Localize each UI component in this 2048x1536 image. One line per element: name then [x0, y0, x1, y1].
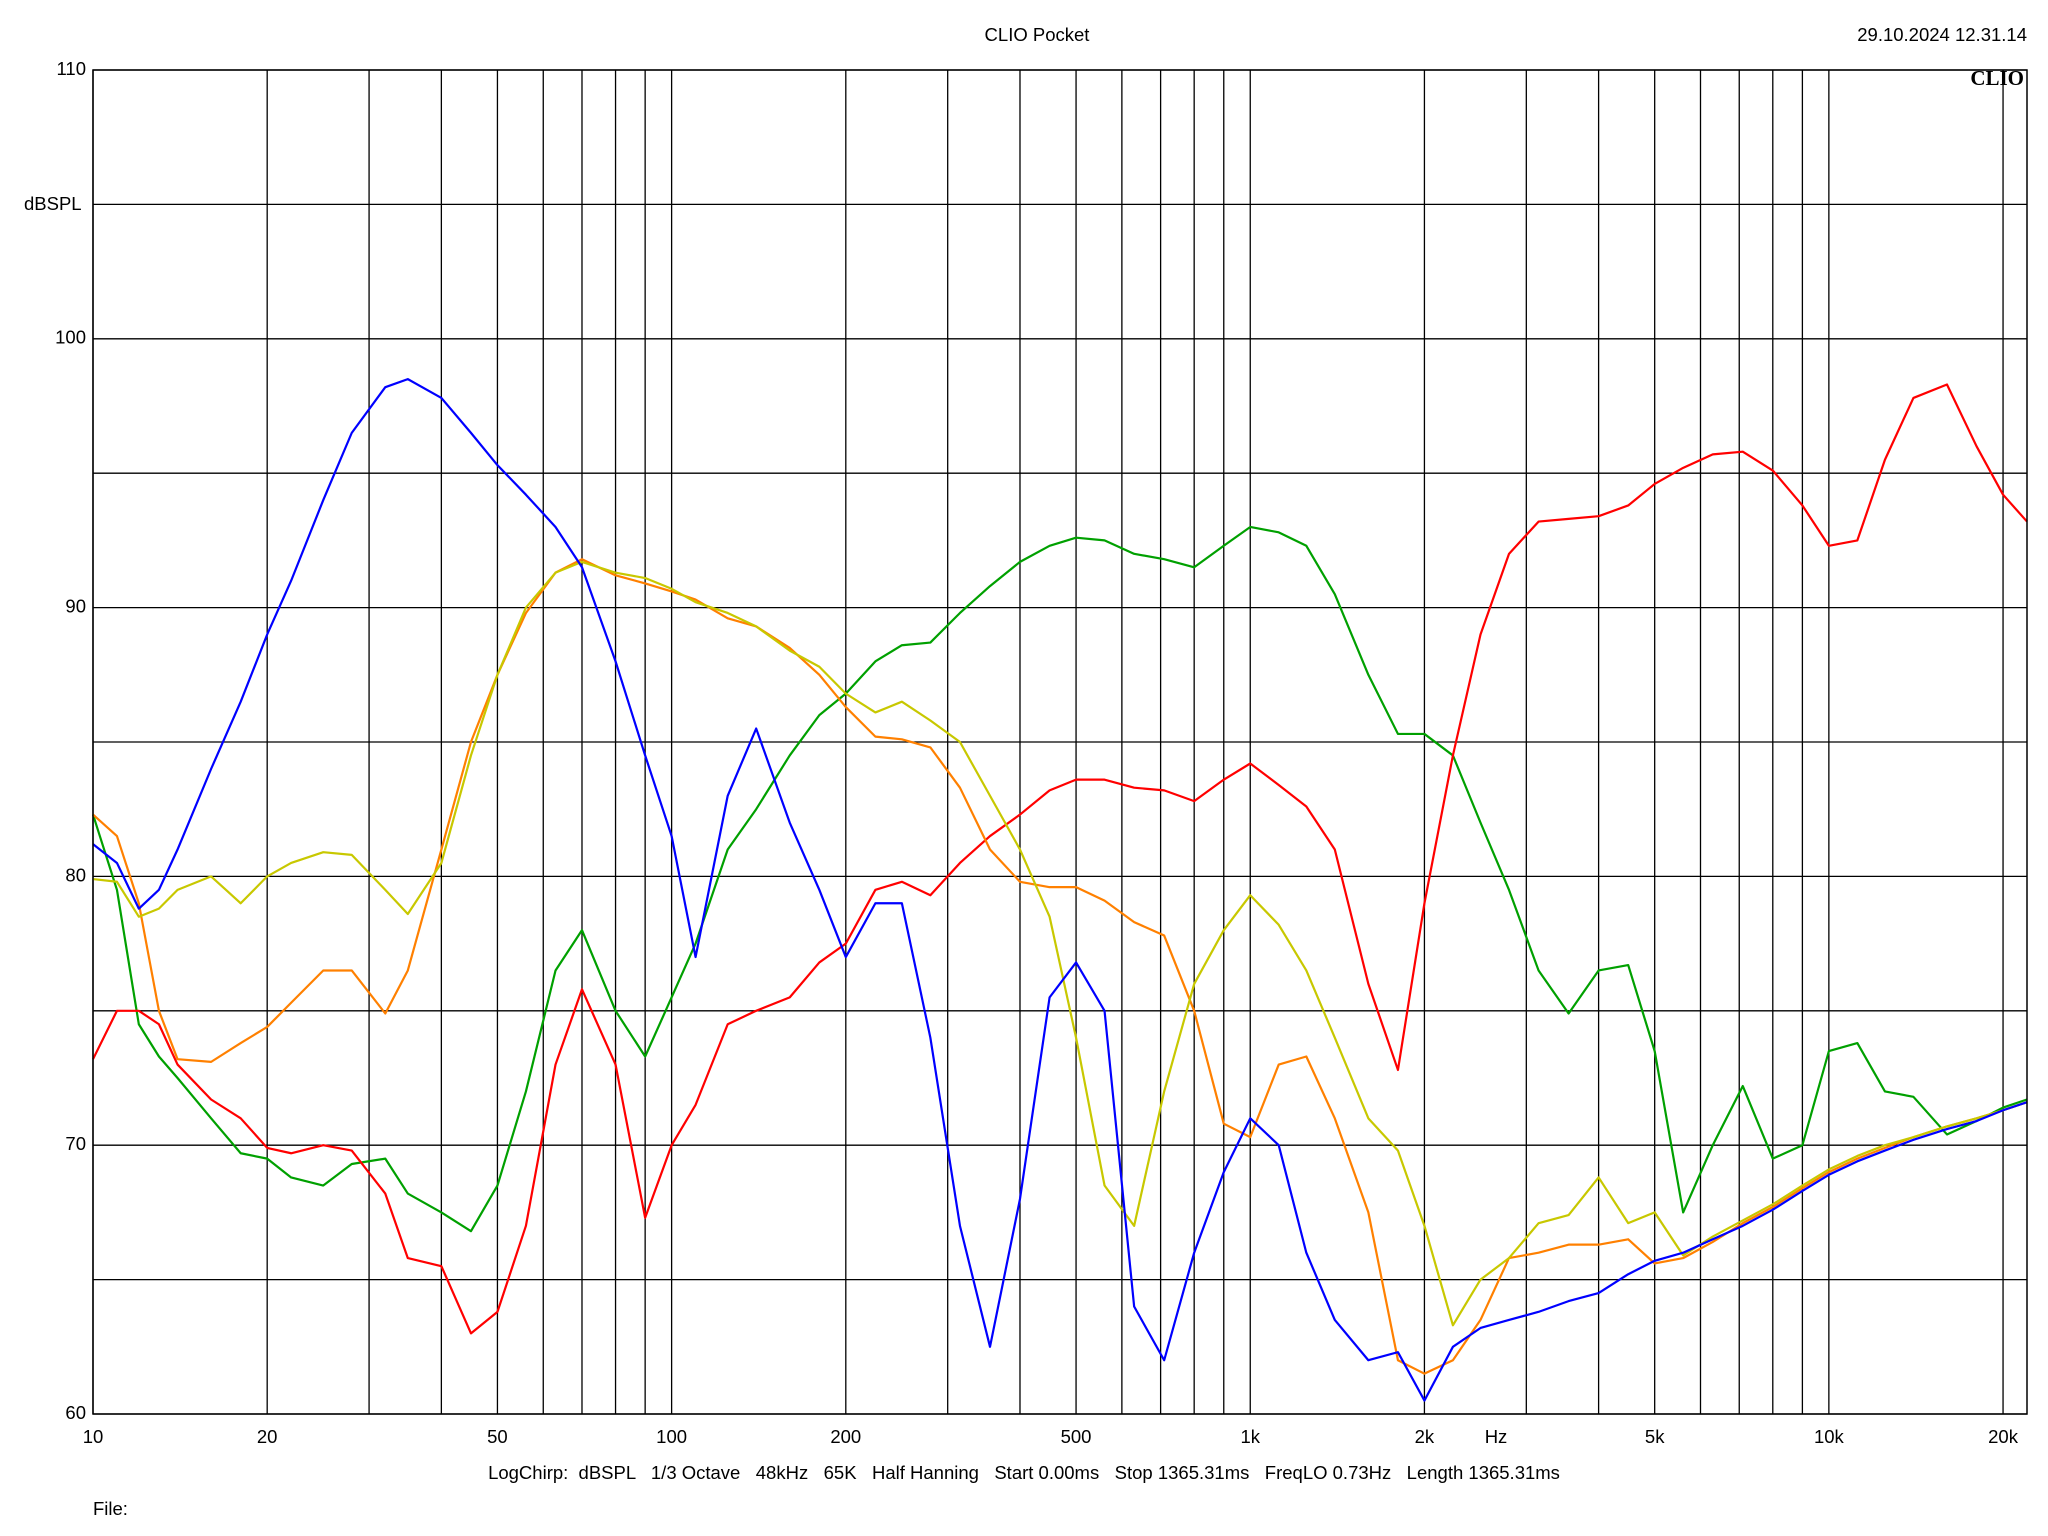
- footer: LogChirp: dBSPL 1/3 Octave 48kHz 65K Hal…: [488, 1462, 1560, 1483]
- y-tick-label: 60: [65, 1402, 86, 1423]
- file-label: File:: [93, 1498, 128, 1519]
- x-tick-label: 50: [487, 1426, 508, 1447]
- y-tick-label: 90: [65, 595, 86, 616]
- y-tick-label: 100: [55, 327, 86, 348]
- logo: CLIO: [1970, 66, 2024, 90]
- x-tick-label: 20k: [1988, 1426, 2019, 1447]
- x-tick-label: 500: [1061, 1426, 1092, 1447]
- x-tick-label: 2k: [1415, 1426, 1435, 1447]
- x-tick-label: 1k: [1240, 1426, 1260, 1447]
- x-tick-label: 10: [83, 1426, 104, 1447]
- y-axis-label: dBSPL: [24, 193, 82, 214]
- timestamp: 29.10.2024 12.31.14: [1857, 24, 2027, 45]
- x-tick-label: 200: [830, 1426, 861, 1447]
- lines: [91, 378, 2028, 1402]
- y-tick-label: 80: [65, 864, 86, 885]
- x-tick-label: 20: [257, 1426, 278, 1447]
- y-tick-label: 70: [65, 1133, 86, 1154]
- series-line: [92, 383, 2028, 1335]
- x-tick-label: 10k: [1814, 1426, 1845, 1447]
- x-tick-label: 5k: [1645, 1426, 1665, 1447]
- y-tick-label: 110: [57, 58, 87, 79]
- series-line: [92, 378, 2028, 1402]
- series-line: [91, 525, 2028, 1233]
- plot-frame: [92, 69, 2028, 1415]
- x-tick-label: 100: [656, 1426, 687, 1447]
- series-line: [92, 558, 2028, 1375]
- x-axis-label: Hz: [1485, 1426, 1508, 1447]
- chart-title: CLIO Pocket: [985, 24, 1090, 45]
